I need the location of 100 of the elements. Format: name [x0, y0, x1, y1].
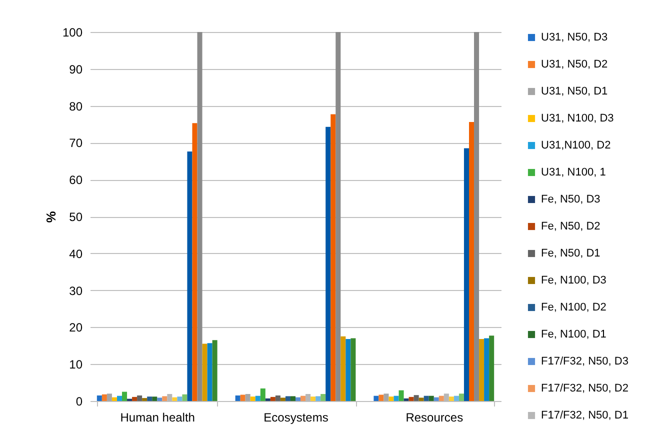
bar	[250, 396, 256, 401]
bar	[167, 394, 172, 401]
bar	[157, 398, 162, 401]
bar	[326, 126, 331, 401]
bar	[290, 396, 296, 401]
bar	[454, 396, 459, 401]
x-tick-label: Ecosystems	[264, 410, 328, 424]
bar	[336, 32, 341, 401]
bar	[428, 396, 434, 401]
bar	[479, 339, 484, 401]
legend-label: F17/F32, N50, D1	[541, 410, 628, 422]
bar	[444, 394, 449, 401]
legend-label: U31, N50, D2	[541, 58, 608, 70]
legend-label: Fe, N100, D1	[541, 328, 606, 340]
y-tick-label: 100	[62, 26, 83, 40]
bar	[394, 396, 399, 401]
bar	[474, 32, 480, 401]
bar	[197, 32, 202, 401]
legend-label: Fe, N100, D3	[541, 274, 606, 286]
bar	[122, 392, 128, 401]
bar	[182, 394, 188, 401]
bar	[132, 396, 138, 401]
bar	[458, 394, 464, 401]
legend-label: U31, N100, D3	[541, 112, 614, 124]
bar	[177, 396, 182, 401]
y-tick-label: 20	[69, 320, 83, 335]
bar	[330, 114, 336, 401]
bar	[285, 396, 290, 401]
bar	[280, 398, 286, 401]
bar	[275, 395, 280, 401]
bar	[152, 396, 158, 401]
bar	[207, 343, 212, 401]
bar	[96, 395, 102, 401]
legend-label: F17/F32, N50, D3	[541, 356, 628, 368]
bar	[388, 396, 394, 401]
x-tick-label: Human health	[120, 410, 195, 424]
bar	[448, 396, 454, 401]
bar	[306, 394, 311, 401]
legend-label: U31, N100, 1	[541, 166, 606, 178]
bar	[414, 395, 419, 401]
y-tick-label: 50	[69, 210, 83, 224]
bar	[300, 396, 306, 401]
bar	[296, 397, 301, 401]
x-tick-label: Resources	[406, 410, 464, 424]
bar	[137, 395, 142, 401]
y-tick-label: 10	[69, 358, 83, 372]
y-axis-title: %	[43, 210, 58, 223]
bar	[408, 396, 414, 401]
bar	[147, 396, 152, 401]
bar	[255, 396, 260, 401]
bar	[106, 394, 112, 401]
bar	[162, 396, 168, 401]
bar	[418, 398, 424, 401]
bar	[142, 398, 148, 401]
legend-label: Fe, N100, D2	[541, 302, 606, 314]
y-tick-label: 40	[69, 246, 83, 261]
bar	[378, 394, 384, 401]
y-tick-label: 30	[69, 284, 83, 298]
bar	[212, 340, 218, 401]
y-tick-label: 90	[69, 62, 83, 76]
legend-label: U31, N50, D1	[541, 86, 608, 98]
legend-label: U31,N100, D2	[541, 140, 611, 152]
bar	[438, 396, 444, 401]
bar	[192, 123, 198, 401]
y-tick-label: 70	[69, 136, 83, 150]
bar	[265, 398, 270, 401]
bar	[464, 148, 469, 401]
bar	[187, 152, 192, 401]
legend-label: F17/F32, N50, D2	[541, 382, 628, 394]
bar	[116, 396, 122, 401]
bar	[310, 396, 316, 401]
bar	[434, 397, 439, 401]
bar	[245, 394, 250, 401]
bar	[316, 396, 321, 401]
bar	[235, 395, 240, 401]
bar	[404, 398, 409, 401]
legend-label: Fe, N50, D3	[541, 194, 600, 206]
bar	[340, 336, 346, 401]
bar	[484, 338, 490, 401]
bar	[112, 397, 117, 401]
bar	[374, 396, 379, 401]
bar	[270, 396, 276, 401]
bar	[102, 394, 107, 401]
y-tick-label: 60	[69, 173, 83, 188]
y-tick-label: 80	[69, 99, 83, 114]
bar	[202, 344, 208, 401]
bar	[398, 390, 404, 401]
bar	[424, 396, 429, 401]
bar	[240, 394, 246, 401]
bar	[469, 122, 474, 401]
bar	[384, 394, 389, 401]
bar	[489, 336, 494, 401]
bar	[260, 388, 266, 401]
legend-label: U31, N50, D3	[541, 32, 608, 44]
bar	[350, 338, 356, 401]
legend-label: Fe, N50, D2	[541, 220, 600, 232]
bar	[346, 339, 351, 401]
legend-label: Fe, N50, D1	[541, 248, 600, 260]
bar	[320, 394, 326, 401]
bar	[172, 397, 178, 401]
